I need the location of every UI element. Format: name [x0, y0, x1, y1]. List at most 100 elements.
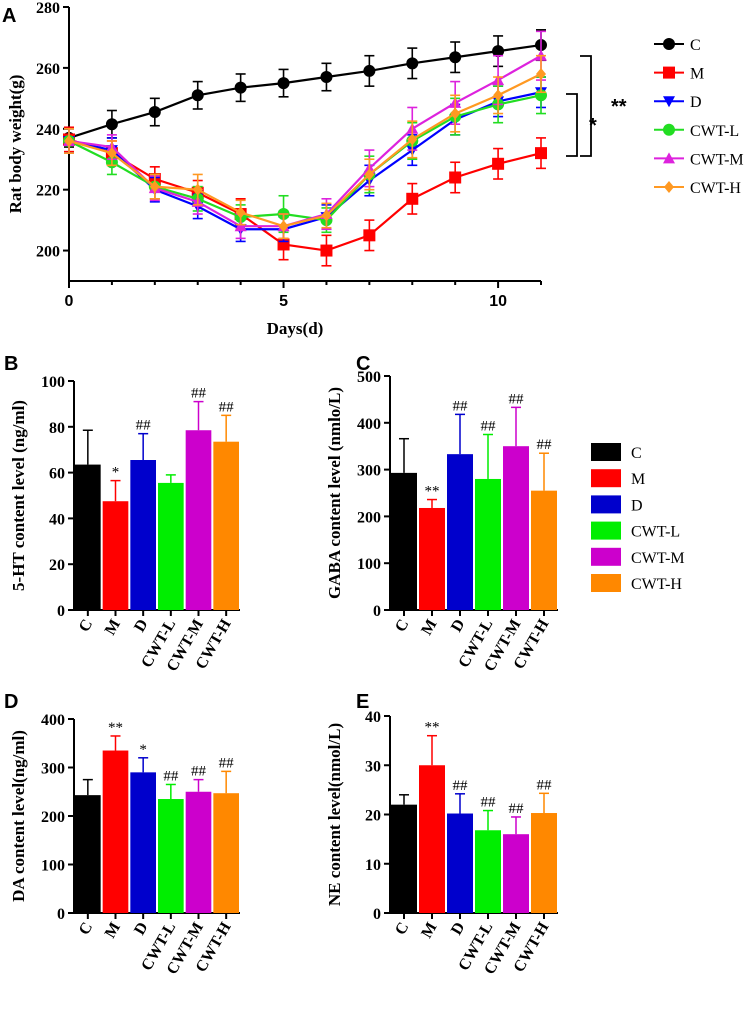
x-tick-label: C [76, 920, 97, 939]
series-cwt-l [63, 76, 547, 234]
x-tick-label: C [76, 617, 97, 636]
x-tick-label: D [448, 920, 469, 939]
y-tick-label: 0 [57, 603, 65, 620]
series-line [68, 138, 542, 252]
series-cwt-m [63, 30, 547, 240]
legend-marker [663, 96, 675, 108]
significance-label: ## [219, 755, 235, 771]
legend-label: CWT-L [631, 524, 680, 541]
data-point [449, 51, 462, 64]
data-point [320, 244, 333, 257]
significance-label: ## [453, 398, 469, 414]
bar-legend-item-cwt-h: CWT-H [591, 574, 682, 593]
data-point [363, 229, 376, 242]
data-point [406, 57, 419, 70]
legend-label: CWT-H [690, 180, 741, 197]
bar-d [130, 772, 156, 913]
legend-label: M [690, 66, 704, 83]
data-point [234, 220, 247, 232]
x-tick-label: D [131, 617, 152, 636]
bar-legend-item-c: C [591, 443, 642, 462]
bar-cwt-l [475, 478, 501, 610]
series-line [68, 72, 542, 228]
legend-swatch [591, 443, 621, 461]
series-line [68, 43, 542, 139]
y-tick-label: 300 [41, 761, 65, 778]
data-point [450, 107, 461, 120]
significance-label: ## [481, 795, 497, 811]
y-tick-label: 100 [357, 556, 381, 573]
bar-legend-item-cwt-l: CWT-L [591, 521, 680, 541]
legend-item-m: M [654, 66, 704, 83]
significance-label: ** [611, 96, 627, 118]
y-tick-label: 260 [36, 61, 60, 78]
significance-label: ## [509, 801, 525, 817]
bar-cwt-h [213, 441, 239, 610]
bar-legend-item-cwt-m: CWT-M [591, 547, 685, 567]
legend-label: CWT-H [631, 576, 682, 593]
legend-label: CWT-M [690, 151, 744, 168]
legend-label: CWT-M [631, 550, 685, 567]
panel-letter: D [4, 691, 18, 713]
significance-label: ## [136, 418, 152, 434]
panel-d-bar-chart: D 0 100 200 300 400 DA content level(ng/ml) C M *… [4, 691, 240, 978]
bar-d [130, 460, 156, 610]
y-tick-label: 500 [357, 369, 381, 386]
y-tick-label: 200 [36, 244, 60, 261]
bar-m [419, 507, 445, 610]
legend-marker [663, 123, 675, 136]
y-tick-label: 20 [365, 808, 381, 825]
x-tick-label: 10 [489, 293, 507, 310]
data-point [449, 171, 462, 184]
bar-d [447, 813, 473, 913]
x-tick-label: D [448, 617, 469, 636]
significance-label: ## [219, 399, 235, 415]
legend-label: D [690, 94, 702, 111]
legend-label: C [690, 37, 701, 54]
legend-item-cwt-l: CWT-L [654, 123, 739, 140]
bar-m [102, 750, 129, 913]
bar-cwt-m [503, 446, 529, 610]
data-point [277, 77, 290, 90]
y-tick-label: 200 [357, 509, 381, 526]
y-tick-label: 30 [365, 758, 381, 775]
y-tick-label: 100 [41, 374, 65, 391]
panel-letter: B [4, 353, 18, 375]
y-tick-label: 400 [41, 712, 65, 729]
bar-legend: CMD CWT-L CWT-M CWT-H [591, 443, 685, 593]
legend-marker [663, 66, 675, 79]
y-tick-label: 40 [49, 511, 65, 528]
data-point [191, 89, 204, 102]
legend-marker [663, 38, 675, 50]
bar-cwt-h [213, 793, 239, 913]
y-tick-label: 20 [49, 557, 65, 574]
panel-a-letter: A [2, 5, 16, 27]
data-point [493, 89, 504, 102]
data-point [278, 220, 289, 233]
significance-label: ** [425, 720, 440, 736]
data-point [234, 81, 247, 94]
data-point [535, 147, 547, 160]
y-tick-label: 220 [36, 183, 60, 200]
significance-label: ** [425, 484, 440, 500]
data-point [106, 147, 117, 160]
panel-letter: C [356, 353, 370, 375]
significance-label: * [139, 742, 147, 758]
x-tick-label: M [418, 617, 440, 639]
y-axis-title: GABA content level (nmlo/L) [325, 387, 344, 599]
data-point [192, 183, 203, 196]
series-line [68, 54, 542, 228]
y-tick-label: 240 [36, 122, 60, 139]
legend-item-cwt-m: CWT-M [654, 151, 744, 168]
significance-label: * [589, 115, 597, 137]
significance-label: ## [163, 768, 179, 784]
data-point [149, 180, 160, 193]
data-point [363, 64, 376, 77]
bar-legend-item-m: M [591, 469, 645, 488]
x-tick-label: C [392, 920, 413, 939]
panel-a-line-chart: A 200 220 240 260 280 0 5 10 Days(d) Rat body weig… [2, 0, 744, 338]
significance-bracket [580, 55, 592, 157]
data-point [148, 106, 161, 119]
bar-cwt-m [503, 834, 529, 913]
